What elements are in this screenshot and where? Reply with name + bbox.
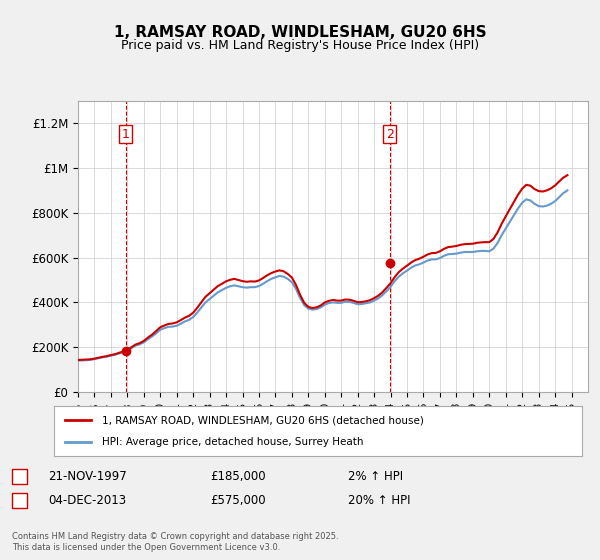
Text: 1, RAMSAY ROAD, WINDLESHAM, GU20 6HS (detached house): 1, RAMSAY ROAD, WINDLESHAM, GU20 6HS (de…	[101, 415, 424, 425]
Text: 21-NOV-1997: 21-NOV-1997	[48, 470, 127, 483]
Text: 2% ↑ HPI: 2% ↑ HPI	[348, 470, 403, 483]
Text: Price paid vs. HM Land Registry's House Price Index (HPI): Price paid vs. HM Land Registry's House …	[121, 39, 479, 52]
Text: HPI: Average price, detached house, Surrey Heath: HPI: Average price, detached house, Surr…	[101, 437, 363, 447]
Text: 1, RAMSAY ROAD, WINDLESHAM, GU20 6HS: 1, RAMSAY ROAD, WINDLESHAM, GU20 6HS	[113, 25, 487, 40]
Text: 20% ↑ HPI: 20% ↑ HPI	[348, 494, 410, 507]
Text: 1: 1	[122, 128, 130, 141]
Text: 1: 1	[16, 470, 23, 483]
Text: 04-DEC-2013: 04-DEC-2013	[48, 494, 126, 507]
Text: £575,000: £575,000	[210, 494, 266, 507]
Text: £185,000: £185,000	[210, 470, 266, 483]
Text: 2: 2	[386, 128, 394, 141]
Text: 2: 2	[16, 494, 23, 507]
Text: Contains HM Land Registry data © Crown copyright and database right 2025.
This d: Contains HM Land Registry data © Crown c…	[12, 532, 338, 552]
